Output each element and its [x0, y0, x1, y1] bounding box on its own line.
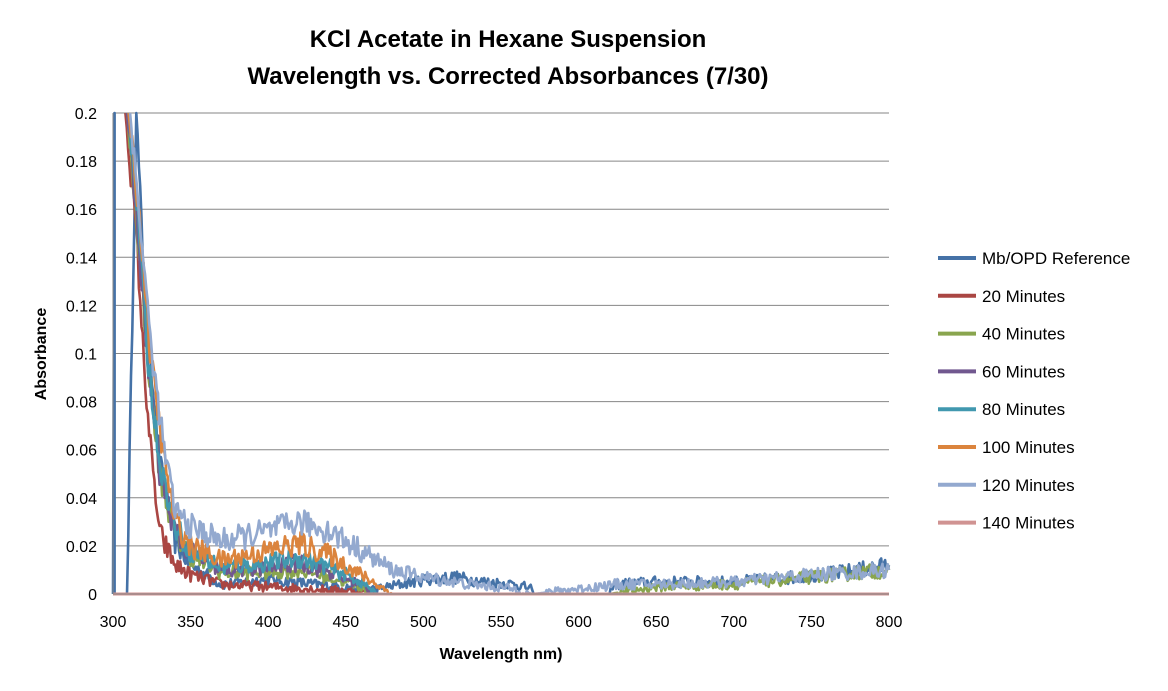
axes: [112, 113, 889, 595]
y-tick-label: 0.12: [66, 298, 97, 315]
legend-item: 40 Minutes: [938, 325, 1065, 344]
x-axis-label: Wavelength nm): [440, 646, 563, 663]
legend-label: 80 Minutes: [982, 400, 1065, 419]
legend-label: 20 Minutes: [982, 287, 1065, 306]
tick-labels: 0 0.02 0.04 0.06 0.08 0.1 0.12 0.14 0.16 0.18 0.2 3…: [66, 106, 903, 631]
y-tick-label: 0.04: [66, 491, 97, 508]
legend-label: 100 Minutes: [982, 438, 1075, 457]
legend: Mb/OPD Reference 20 Minutes 40 Minutes 60 M…: [938, 249, 1130, 533]
gridlines: [113, 112, 889, 547]
x-tick-label: 350: [177, 614, 204, 631]
legend-item: Mb/OPD Reference: [938, 249, 1130, 268]
y-tick-label: 0: [88, 587, 97, 604]
chart-title-line-1: KCl Acetate in Hexane Suspension: [310, 26, 707, 53]
legend-label: Mb/OPD Reference: [982, 249, 1130, 268]
legend-item: 80 Minutes: [938, 400, 1065, 419]
y-tick-label: 0.06: [66, 443, 97, 460]
x-tick-label: 650: [643, 614, 670, 631]
x-tick-label: 700: [720, 614, 747, 631]
x-tick-label: 600: [565, 614, 592, 631]
legend-item: 120 Minutes: [938, 476, 1075, 495]
legend-label: 140 Minutes: [982, 514, 1075, 533]
legend-label: 40 Minutes: [982, 325, 1065, 344]
legend-item: 20 Minutes: [938, 287, 1065, 306]
y-tick-label: 0.08: [66, 395, 97, 412]
legend-label: 120 Minutes: [982, 476, 1075, 495]
y-tick-label: 0.18: [66, 154, 97, 171]
x-tick-label: 750: [798, 614, 825, 631]
legend-item: 140 Minutes: [938, 514, 1075, 533]
legend-item: 60 Minutes: [938, 362, 1065, 381]
y-tick-label: 0.2: [75, 106, 97, 123]
chart-title-line-2: Wavelength vs. Corrected Absorbances (7/…: [247, 63, 768, 90]
chart-title: KCl Acetate in Hexane Suspension Wavelen…: [247, 26, 768, 90]
y-axis-label: Absorbance: [33, 308, 50, 401]
series-line: [127, 112, 378, 596]
legend-label: 60 Minutes: [982, 362, 1065, 381]
y-tick-label: 0.1: [75, 347, 97, 364]
x-tick-label: 500: [410, 614, 437, 631]
series-line: [124, 112, 377, 596]
y-tick-label: 0.02: [66, 539, 97, 556]
x-tick-label: 400: [255, 614, 282, 631]
series-line: [128, 112, 891, 596]
x-tick-label: 550: [488, 614, 515, 631]
legend-item: 100 Minutes: [938, 438, 1075, 457]
x-tick-label: 450: [332, 614, 359, 631]
y-tick-label: 0.14: [66, 250, 97, 267]
x-tick-label: 300: [100, 614, 127, 631]
x-tick-label: 800: [876, 614, 903, 631]
y-tick-label: 0.16: [66, 202, 97, 219]
